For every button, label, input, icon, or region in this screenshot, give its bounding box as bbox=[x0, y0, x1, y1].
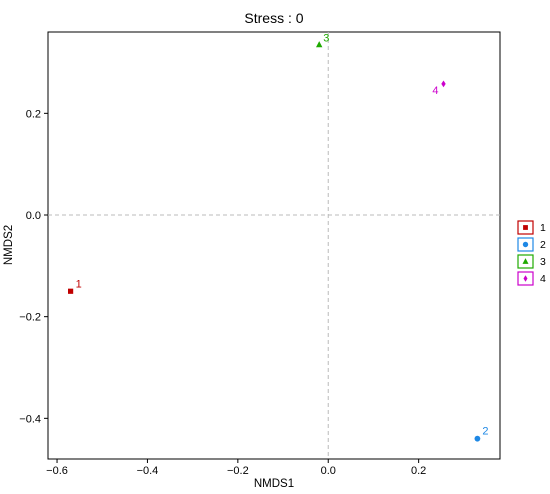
legend-marker-1 bbox=[523, 225, 528, 230]
chart-title: Stress : 0 bbox=[244, 10, 303, 26]
legend-label: 1 bbox=[540, 222, 546, 234]
legend-label: 3 bbox=[540, 256, 546, 268]
legend: 1 2 3 4 bbox=[517, 220, 546, 286]
plot-area: 1 2 3 4 bbox=[47, 31, 501, 460]
x-tick-label: −0.6 bbox=[46, 465, 68, 477]
y-axis-title: NMDS2 bbox=[3, 225, 15, 265]
data-point-label: 1 bbox=[76, 278, 82, 290]
y-tick-label: −0.4 bbox=[19, 413, 41, 425]
legend-marker-3 bbox=[522, 258, 529, 264]
x-tick-label: −0.4 bbox=[137, 465, 159, 477]
data-points: 1 2 3 4 bbox=[68, 33, 489, 442]
y-tick-label: −0.2 bbox=[19, 312, 41, 324]
data-point-4 bbox=[441, 80, 446, 88]
data-point-2 bbox=[474, 435, 481, 442]
legend-marker-2 bbox=[522, 241, 529, 248]
x-tick-label: 0.0 bbox=[321, 465, 336, 477]
y-axis: −0.4 −0.2 0.0 0.2 bbox=[19, 108, 48, 425]
y-tick-label: 0.0 bbox=[26, 210, 41, 222]
legend-label: 2 bbox=[540, 239, 546, 251]
data-point-3 bbox=[316, 41, 323, 48]
y-tick-label: 0.2 bbox=[26, 108, 41, 120]
legend-label: 4 bbox=[540, 273, 546, 285]
x-axis-title: NMDS1 bbox=[254, 478, 294, 490]
data-point-label: 3 bbox=[323, 33, 329, 45]
x-axis: −0.6 −0.4 −0.2 0.0 0.2 bbox=[46, 459, 426, 477]
plot-frame bbox=[47, 31, 501, 460]
legend-marker-4 bbox=[523, 275, 528, 282]
x-tick-label: −0.2 bbox=[227, 465, 249, 477]
data-point-label: 2 bbox=[482, 426, 488, 438]
data-point-label: 4 bbox=[432, 85, 438, 97]
data-point-1 bbox=[68, 288, 74, 294]
x-tick-label: 0.2 bbox=[411, 465, 426, 477]
